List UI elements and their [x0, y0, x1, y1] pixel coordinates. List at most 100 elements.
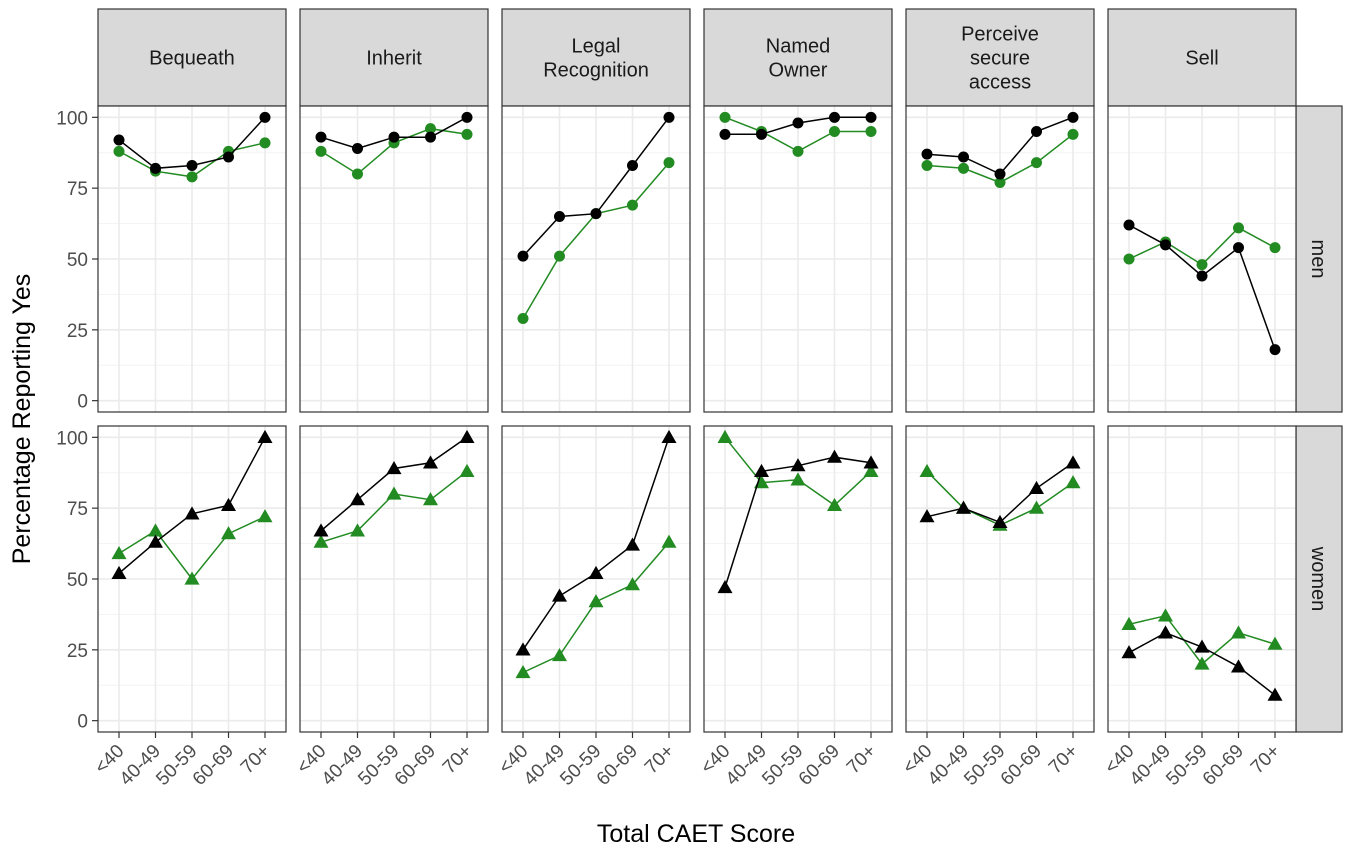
black-series-point: [517, 250, 529, 262]
panel-named-owner-women: [704, 426, 892, 732]
x-tick-label: 40-49: [520, 741, 569, 790]
row-strips: men women: [1295, 105, 1343, 733]
green-series-point: [1269, 242, 1281, 254]
green-series-point: [515, 665, 531, 679]
panel-sell-men: [1108, 106, 1296, 412]
black-series-point: [661, 429, 677, 443]
black-series-point: [461, 111, 473, 123]
black-series-point: [921, 148, 933, 160]
green-series-point: [865, 126, 877, 137]
panel-inherit-men: [300, 106, 488, 412]
black-series-point: [719, 128, 731, 140]
green-series-point: [1123, 253, 1135, 265]
black-series-point: [1123, 219, 1135, 231]
black-series-point: [554, 211, 565, 222]
strip-label: women: [1307, 546, 1329, 611]
y-tick-label: 50: [67, 570, 88, 591]
x-tick-label: 70+: [641, 741, 679, 779]
green-series-point: [921, 160, 933, 171]
green-series-point: [459, 463, 475, 477]
black-series-point: [388, 131, 400, 143]
green-series-point: [425, 123, 436, 135]
black-series-point: [625, 537, 640, 551]
black-series-point: [1121, 645, 1137, 659]
x-tick-label: 50-59: [152, 741, 201, 790]
x-tick-label: 60-69: [593, 741, 642, 790]
panel-legal-recognition-women: [502, 426, 690, 732]
black-series-point: [1233, 242, 1244, 254]
black-series-point: [386, 461, 402, 475]
green-series-point: [958, 162, 969, 174]
black-series-point: [148, 534, 163, 548]
strip-men: [1295, 105, 1343, 413]
green-series-point: [717, 429, 733, 443]
green-series-point: [186, 171, 198, 183]
x-tick-label: 40-49: [722, 741, 771, 790]
strip-label: Recognition: [543, 60, 649, 82]
x-tick-label: 50-59: [354, 741, 403, 790]
x-tick-label: 70+: [1247, 741, 1285, 779]
series-group-sell-men: [1123, 219, 1281, 356]
black-series-point: [792, 117, 804, 129]
panel-border: [1107, 105, 1297, 413]
green-series-point: [661, 534, 677, 548]
y-tick-label: 25: [67, 641, 88, 662]
y-tick-label: 100: [56, 428, 88, 449]
black-series-point: [113, 134, 125, 146]
strip-label: secure: [970, 48, 1030, 70]
green-series-point: [517, 313, 529, 324]
green-series-point: [625, 577, 640, 591]
x-tick-label: 60-69: [997, 741, 1046, 790]
black-series-point: [958, 151, 969, 163]
black-series-point: [1196, 270, 1208, 282]
x-tick-label: 60-69: [391, 741, 440, 790]
black-series-point: [184, 506, 200, 520]
y-tick-label: 0: [77, 392, 88, 413]
green-series-point: [259, 137, 271, 149]
black-series-point: [919, 509, 935, 523]
green-series-point: [863, 463, 879, 477]
black-series-point: [221, 497, 236, 511]
green-series-point: [1267, 636, 1283, 650]
black-series-point: [1158, 625, 1173, 639]
green-series-point: [663, 157, 675, 169]
green-series-point: [113, 145, 125, 157]
series-group-inherit-women: [313, 429, 475, 548]
panel-border: [905, 105, 1095, 413]
green-series-point: [588, 594, 604, 608]
series-group-sell-women: [1121, 608, 1283, 701]
x-tick-label: 70+: [843, 741, 881, 779]
green-series-point: [221, 526, 236, 540]
green-series-point: [350, 523, 365, 537]
black-series-point: [315, 131, 327, 143]
black-series-point: [627, 160, 638, 171]
green-series-point: [1233, 222, 1244, 234]
black-series-point: [756, 128, 767, 140]
green-series-point: [919, 463, 935, 477]
strip-inherit: [299, 8, 489, 107]
green-series-point: [552, 648, 567, 662]
green-series-point: [1121, 616, 1137, 630]
green-series-point: [719, 111, 731, 123]
green-series-point: [423, 492, 438, 506]
x-axis-title: Total CAET Score: [597, 820, 795, 848]
black-series-point: [313, 523, 329, 537]
strip-sell: [1107, 8, 1297, 107]
green-series-point: [352, 168, 363, 180]
x-tick-label: 40-49: [116, 741, 165, 790]
x-tick-label: 40-49: [318, 741, 367, 790]
strip-perceive-secure-access: [905, 8, 1095, 107]
green-series-point: [1158, 608, 1173, 622]
black-series-point: [1065, 455, 1081, 469]
x-tick-label: 70+: [439, 741, 477, 779]
x-tick-label: 50-59: [758, 741, 807, 790]
black-series-point: [186, 160, 198, 171]
green-series-point: [386, 486, 402, 500]
green-series-point: [790, 472, 806, 486]
black-series-point: [956, 500, 971, 514]
strip-label: men: [1307, 240, 1329, 279]
x-tick-label: 70+: [237, 741, 275, 779]
y-tick-label: 0: [77, 712, 88, 733]
